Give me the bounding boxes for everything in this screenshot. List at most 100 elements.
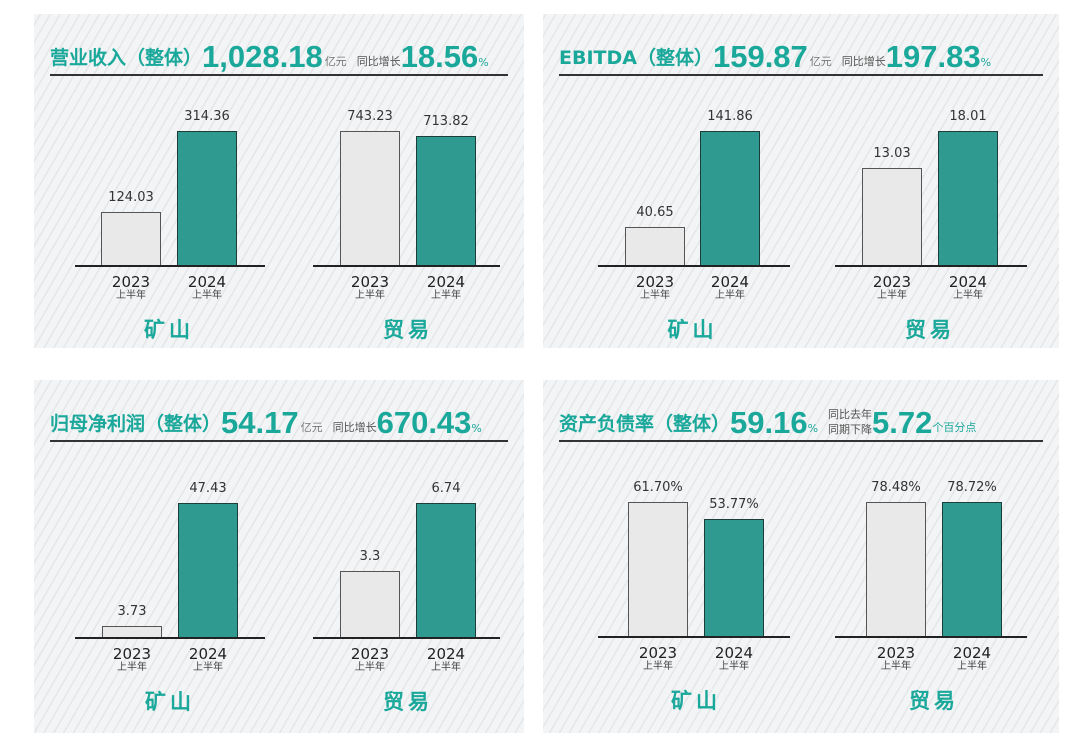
chart-title: 归母净利润（整体） [50,413,222,435]
period-label: 上半年 [431,662,461,673]
year-label: 2023 [876,644,916,662]
x-tick-label: 2024 上半年 [695,274,765,302]
change-unit: % [471,422,482,435]
change-label: 同比去年 同期下降 [828,407,872,440]
bar-2023 [101,212,161,266]
data-label: 3.3 [359,549,381,565]
year-label: 2023 [112,645,152,663]
change-value: 18.56 [400,39,479,74]
chart-panel: EBITDA（整体） 159.87 亿元 同比增长 197.83% 40.65 2023 上半… [543,14,1059,348]
change-value: 197.83 [885,39,981,74]
period-label: 上半年 [715,290,745,301]
period-label: 上半年 [640,290,670,301]
bar-2024 [942,502,1002,637]
x-tick-label: 2023 上半年 [97,646,167,674]
baseline [313,637,500,639]
x-tick-label: 2024 上半年 [933,274,1003,302]
period-label: 上半年 [953,290,983,301]
year-label: 2023 [111,273,151,291]
bar-2023 [628,502,688,637]
baseline [75,265,265,267]
data-label: 47.43 [189,481,227,496]
year-label: 2024 [188,645,228,663]
group-label: 矿山 [667,318,718,342]
bar-2023 [862,168,922,266]
change-label: 同比增长 [356,55,401,68]
data-label: 3.73 [117,604,147,620]
data-label: 78.72% [947,480,997,495]
period-label: 上半年 [881,661,911,672]
year-label: 2023 [635,273,675,291]
year-label: 2024 [426,273,466,291]
x-tick-label: 2024 上半年 [173,646,243,674]
group-label: 矿山 [145,690,195,714]
x-tick-label: 2023 上半年 [861,645,931,673]
chart-header: 资产负债率（整体） 59.16% 同比去年 同期下降 5.72 个百分点 [559,404,1043,442]
bar-2024 [416,136,476,266]
data-label: 78.48% [871,480,921,496]
group-label: 贸易 [909,689,959,713]
year-label: 2024 [187,273,227,291]
group-label: 矿山 [671,689,721,713]
data-label: 314.36 [184,109,230,124]
change-value: 670.43 [376,405,472,440]
year-label: 2023 [350,273,390,291]
headline-unit: 亿元 [809,55,832,68]
data-label: 743.23 [347,109,393,124]
data-label: 53.77% [709,497,759,513]
x-tick-label: 2024 上半年 [699,645,769,673]
change-value: 5.72 [872,405,933,440]
bar-2024 [704,519,764,637]
x-tick-label: 2023 上半年 [96,274,166,302]
x-tick-label: 2024 上半年 [411,274,481,302]
group-label: 贸易 [383,318,433,342]
bar-2024 [178,503,238,638]
chart-title: 资产负债率（整体） [559,413,731,435]
year-label: 2024 [426,645,466,663]
period-label: 上半年 [431,290,461,301]
chart-panel: 归母净利润（整体） 54.17 亿元 同比增长 670.43% 3.73 2023 上半年 47… [34,380,524,733]
x-tick-label: 2023 上半年 [857,274,927,302]
period-label: 上半年 [117,662,147,673]
bar-2023 [625,226,685,266]
baseline [313,265,500,267]
x-tick-label: 2023 上半年 [335,274,405,302]
year-label: 2024 [952,644,992,662]
baseline [75,637,265,639]
data-label: 13.03 [873,146,911,162]
period-label: 上半年 [643,661,673,672]
period-label: 上半年 [719,661,749,672]
headline-unit: 亿元 [300,421,323,434]
bar-2024 [416,503,476,638]
x-tick-label: 2023 上半年 [335,646,405,674]
baseline [598,265,790,267]
data-label: 61.70% [633,480,683,495]
data-label: 40.65 [636,204,674,220]
period-label: 上半年 [192,290,222,301]
bar-2024 [938,131,998,266]
data-label: 124.03 [108,190,154,206]
period-label: 上半年 [355,290,385,301]
group-label: 矿山 [144,318,194,342]
change-label-line: 同比去年 [828,408,873,421]
headline-value: 59.16 [730,405,808,440]
group-label: 贸易 [383,690,433,714]
year-label: 2024 [714,644,754,662]
period-label: 上半年 [193,662,223,673]
data-label: 713.82 [423,114,469,130]
year-label: 2023 [872,273,912,291]
x-tick-label: 2023 上半年 [620,274,690,302]
baseline [835,265,1027,267]
period-label: 上半年 [957,661,987,672]
bar-2023 [866,502,926,637]
data-label: 141.86 [707,109,753,124]
chart-panel: 营业收入（整体） 1,028.18 亿元 同比增长 18.56% 124.03 2023 上半… [34,14,524,348]
group-label: 贸易 [905,318,955,342]
period-label: 上半年 [355,662,385,673]
x-tick-label: 2023 上半年 [623,645,693,673]
bar-2024 [177,131,237,266]
chart-title: EBITDA（整体） [559,47,713,69]
bar-2023 [340,131,400,266]
data-label: 18.01 [949,109,987,124]
baseline [598,636,790,638]
